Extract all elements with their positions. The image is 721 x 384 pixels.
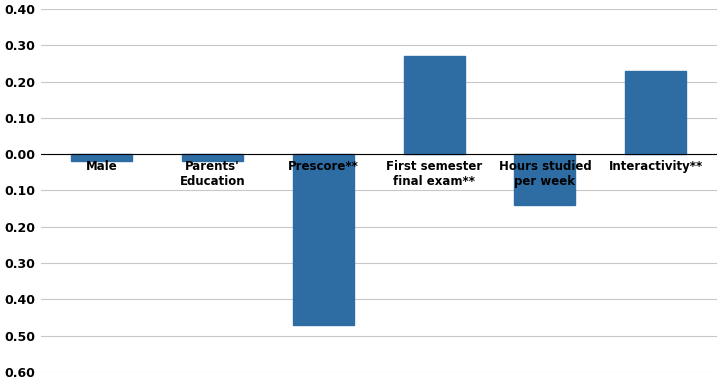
Text: Hours studied
per week: Hours studied per week bbox=[498, 160, 591, 188]
Bar bbox=[625, 71, 686, 154]
Text: Interactivity**: Interactivity** bbox=[609, 160, 703, 173]
Bar bbox=[293, 154, 354, 325]
Text: Prescore**: Prescore** bbox=[288, 160, 359, 173]
Text: First semester
final exam**: First semester final exam** bbox=[386, 160, 482, 188]
Text: Male: Male bbox=[86, 160, 118, 173]
Bar bbox=[71, 154, 133, 162]
Bar bbox=[515, 154, 575, 205]
Bar bbox=[182, 154, 243, 162]
Text: Parents'
Education: Parents' Education bbox=[180, 160, 245, 188]
Bar bbox=[404, 56, 464, 154]
